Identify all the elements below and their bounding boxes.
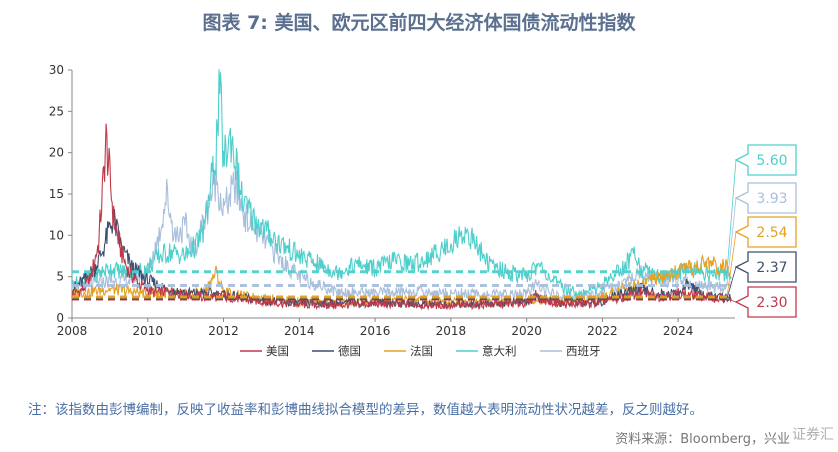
value-tag-box xyxy=(734,251,797,283)
legend: 美国 德国 法国 意大利 西班牙 xyxy=(240,344,601,358)
chart-source: 资料来源：Bloomberg，兴业 xyxy=(615,432,790,447)
x-tick-label: 2020 xyxy=(511,324,542,338)
value-tag-label: 2.30 xyxy=(756,295,787,311)
value-tag-connector xyxy=(726,197,737,286)
y-tick-label: 25 xyxy=(49,104,64,118)
x-tick-label: 2018 xyxy=(436,324,467,338)
value-tag-4: 5.60 xyxy=(726,144,797,272)
value-tag-box xyxy=(734,286,797,318)
y-tick-label: 5 xyxy=(56,270,64,284)
x-tick-label: 2016 xyxy=(360,324,391,338)
legend-label: 美国 xyxy=(266,344,289,358)
value-tag-box xyxy=(734,216,797,248)
value-tag-1: 2.30 xyxy=(726,286,797,318)
legend-label: 意大利 xyxy=(482,344,517,358)
value-tag-5: 3.93 xyxy=(726,182,797,286)
value-tag-box xyxy=(734,144,797,176)
value-tag-3: 2.54 xyxy=(726,216,797,298)
chart-title: 图表 7: 美国、欧元区前四大经济体国债流动性指数 xyxy=(202,12,636,34)
y-tick-label: 10 xyxy=(49,228,64,242)
legend-item-1: 美国 xyxy=(240,344,289,358)
x-tick-label: 2008 xyxy=(57,324,88,338)
value-tag-connector xyxy=(726,159,737,272)
axes: 0 5 10 15 20 25 30 2008 2010 2012 2014 2016 2018 2020… xyxy=(49,63,735,338)
value-tag-connector xyxy=(726,266,737,299)
value-tag-box xyxy=(734,182,797,214)
value-tag-label: 3.93 xyxy=(756,191,787,207)
x-tick-label: 2010 xyxy=(132,324,163,338)
series-layer xyxy=(71,69,732,311)
value-tag-connector xyxy=(726,298,737,303)
legend-item-2: 德国 xyxy=(312,344,361,358)
value-tag-connector xyxy=(726,231,737,298)
series-line-5 xyxy=(71,162,732,303)
legend-item-4: 意大利 xyxy=(456,344,517,358)
legend-label: 西班牙 xyxy=(566,344,601,358)
value-tags: 5.60 3.93 2.54 2.37 2.30 xyxy=(726,144,797,318)
x-tick-label: 2014 xyxy=(284,324,315,338)
legend-label: 法国 xyxy=(410,344,433,358)
legend-label: 德国 xyxy=(338,344,361,358)
average-lines xyxy=(72,270,727,301)
legend-item-3: 法国 xyxy=(384,344,433,358)
legend-item-5: 西班牙 xyxy=(540,344,601,358)
watermark-text: 证券汇 xyxy=(792,427,834,443)
series-line-2 xyxy=(71,209,732,310)
x-tick-label: 2022 xyxy=(587,324,618,338)
value-tag-label: 5.60 xyxy=(756,153,787,169)
value-tag-2: 2.37 xyxy=(726,251,797,299)
x-tick-label: 2024 xyxy=(663,324,694,338)
chart-note: 注：该指数由彭博编制，反映了收益率和彭博曲线拟合模型的差异，数值越大表明流动性状… xyxy=(28,402,703,418)
series-line-4 xyxy=(71,69,732,300)
value-tag-label: 2.37 xyxy=(756,260,787,276)
y-tick-label: 20 xyxy=(49,146,64,160)
value-tag-label: 2.54 xyxy=(756,225,787,241)
y-tick-label: 0 xyxy=(56,311,64,325)
y-tick-label: 15 xyxy=(49,187,64,201)
y-tick-label: 30 xyxy=(49,63,64,77)
x-tick-label: 2012 xyxy=(208,324,239,338)
